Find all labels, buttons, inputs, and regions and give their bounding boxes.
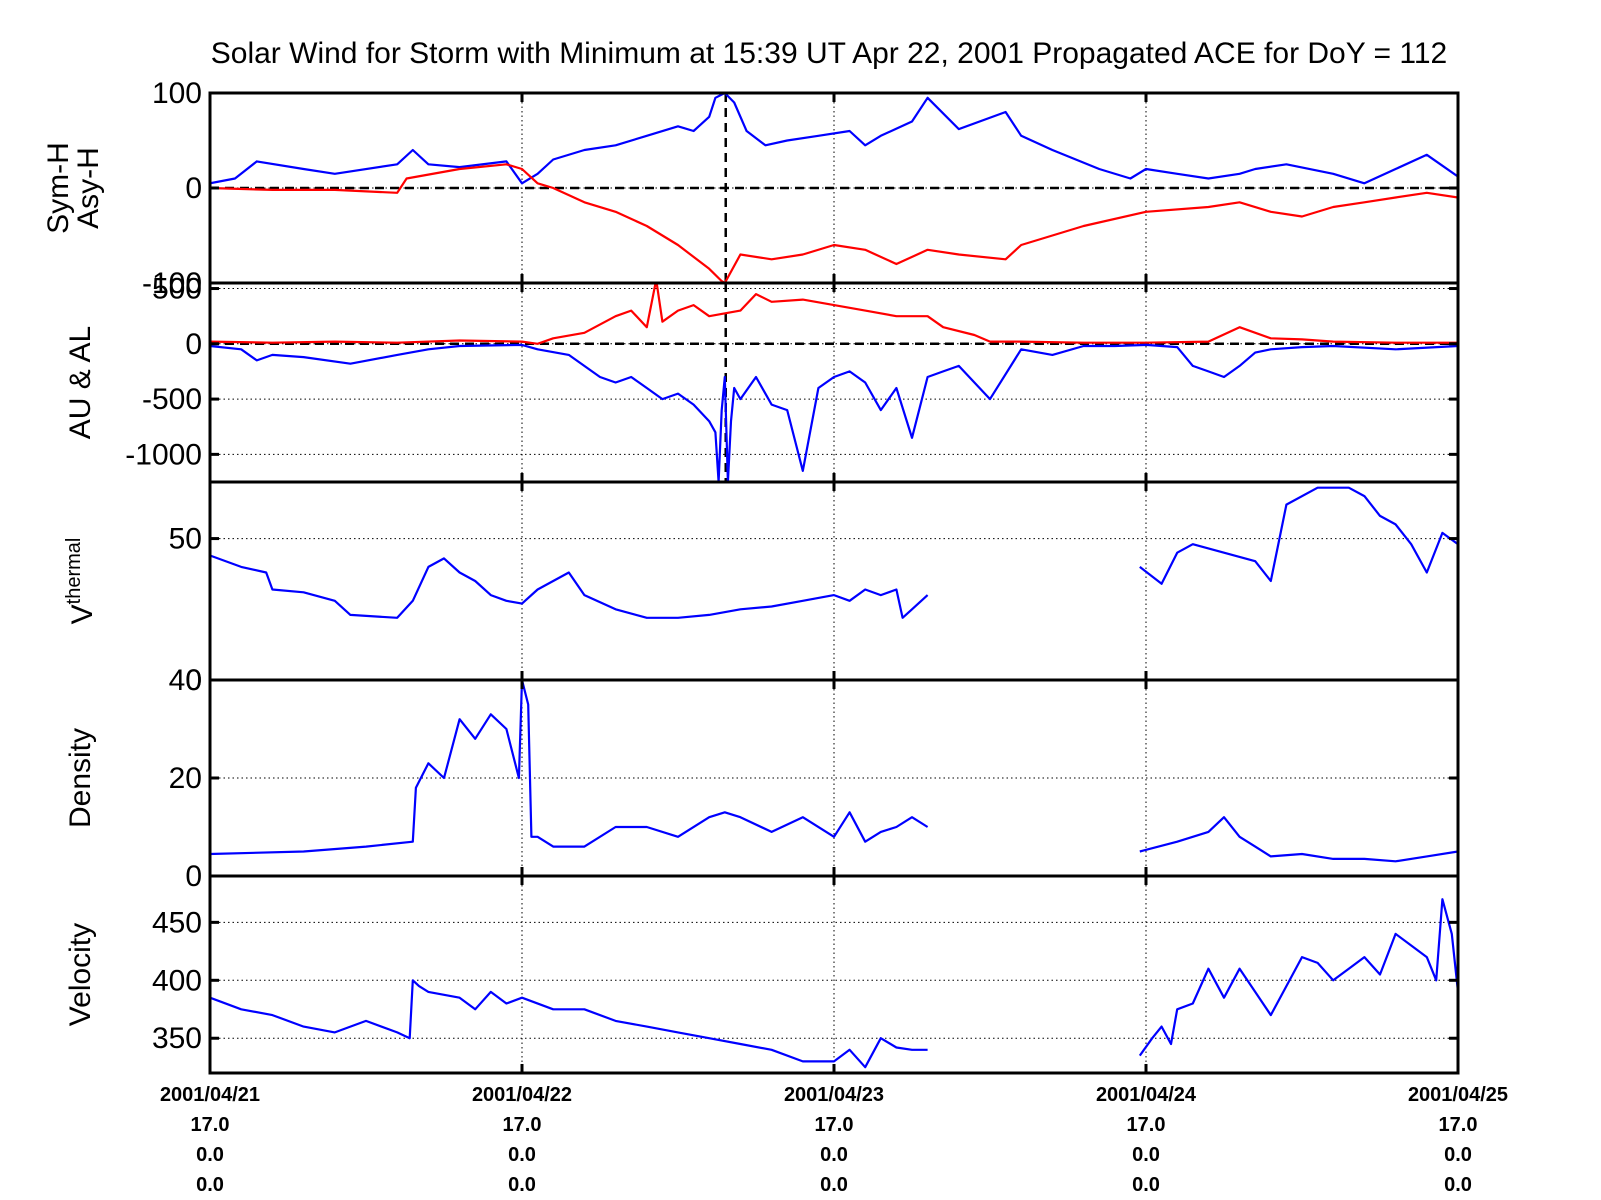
x-tick-label: 2001/04/24 — [1096, 1084, 1197, 1106]
y-tick-label: 100 — [152, 77, 202, 110]
series-line-panel3-1 — [210, 554, 929, 619]
panel-5: 450 400 350 Velocity — [64, 874, 1460, 1075]
y-tick-label: 50 — [169, 523, 202, 556]
x-tick-label: 17.0 — [815, 1114, 854, 1136]
y-tick-label: 0 — [185, 172, 202, 205]
series-line-panel3-2 — [1139, 486, 1458, 585]
series-line-panel4-2 — [1139, 816, 1458, 863]
x-tick-label-group: 2001/04/25 17.0 0.0 0.0 — [1408, 1084, 1508, 1196]
x-tick-label: 0.0 — [1132, 1144, 1160, 1166]
series-line-sym-h — [210, 163, 1458, 283]
series-line-asy-h — [210, 93, 1458, 185]
x-tick-label: 2001/04/21 — [160, 1084, 260, 1106]
x-tick-label: 17.0 — [1127, 1114, 1166, 1136]
series-line-al — [210, 343, 1458, 482]
panel-3: 50 0 Vthermal — [63, 480, 1460, 697]
chart-title: Solar Wind for Storm with Minimum at 15:… — [211, 37, 1447, 70]
y-tick-label: 0 — [185, 328, 202, 361]
x-tick-label: 2001/04/25 — [1408, 1084, 1508, 1106]
y-tick-label: 500 — [152, 273, 202, 306]
y-axis-label: Velocity — [64, 923, 97, 1026]
y-tick-label: -1000 — [125, 438, 202, 471]
x-tick-label-group: 2001/04/23 17.0 0.0 0.0 — [784, 1084, 884, 1196]
x-tick-label: 17.0 — [503, 1114, 542, 1136]
x-tick-label: 0.0 — [1132, 1174, 1160, 1196]
y-tick-label: 400 — [152, 964, 202, 997]
y-tick-label: 350 — [152, 1022, 202, 1055]
x-tick-label: 17.0 — [1439, 1114, 1478, 1136]
y-axis-label: Vthermal — [63, 538, 99, 625]
y-tick-label: 0 — [185, 664, 202, 697]
series-line-panel5-1 — [210, 979, 928, 1069]
x-tick-label-group: 2001/04/21 17.0 0.0 0.0 — [160, 1084, 260, 1196]
x-tick-label-group: 2001/04/24 17.0 0.0 0.0 — [1096, 1084, 1197, 1196]
x-tick-label: 0.0 — [508, 1144, 536, 1166]
panel-2: 500 0 -500 -1000 AU & AL — [64, 273, 1460, 484]
y-tick-label: 450 — [152, 906, 202, 939]
x-tick-label: 0.0 — [1444, 1174, 1472, 1196]
x-tick-label: 0.0 — [196, 1144, 224, 1166]
x-tick-label: 0.0 — [820, 1174, 848, 1196]
x-tick-label: 0.0 — [1444, 1144, 1472, 1166]
y-axis-label: Sym-H — [42, 142, 75, 234]
x-tick-label: 2001/04/22 — [472, 1084, 572, 1106]
x-tick-label-group: 2001/04/22 17.0 0.0 0.0 — [472, 1084, 572, 1196]
y-axis-label: Density — [64, 728, 97, 828]
y-axis-label: AU & AL — [64, 326, 97, 439]
x-tick-label: 0.0 — [820, 1144, 848, 1166]
series-line-panel4-1 — [210, 680, 929, 856]
x-tick-label: 17.0 — [191, 1114, 230, 1136]
panel-4: 40 20 0 Density — [64, 664, 1460, 893]
series-line-au — [210, 283, 1458, 345]
x-tick-label: 0.0 — [508, 1174, 536, 1196]
y-tick-label: -100 — [142, 267, 202, 300]
x-tick-label: 2001/04/23 — [784, 1084, 884, 1106]
y-axis-label: Asy-H — [72, 147, 105, 229]
x-tick-label: 0.0 — [196, 1174, 224, 1196]
y-tick-label: -500 — [142, 383, 202, 416]
series-line-panel5-2 — [1138, 898, 1458, 1057]
y-tick-label: 0 — [185, 860, 202, 893]
y-tick-label: 20 — [169, 762, 202, 795]
x-axis-labels: 2001/04/21 17.0 0.0 0.0 2001/04/22 17.0 0.0 0.0… — [160, 1084, 1508, 1196]
y-tick-label: 40 — [169, 664, 202, 697]
